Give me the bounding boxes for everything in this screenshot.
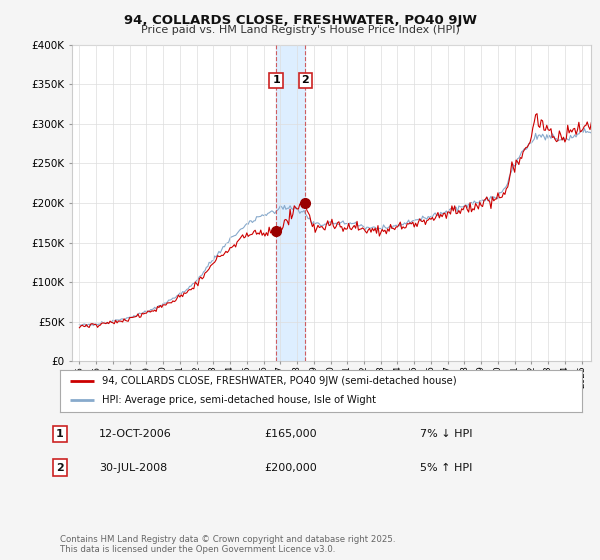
Text: Price paid vs. HM Land Registry's House Price Index (HPI): Price paid vs. HM Land Registry's House … (140, 25, 460, 35)
Text: 2: 2 (56, 463, 64, 473)
Text: 1: 1 (272, 76, 280, 85)
Text: 1: 1 (56, 429, 64, 439)
Text: 94, COLLARDS CLOSE, FRESHWATER, PO40 9JW: 94, COLLARDS CLOSE, FRESHWATER, PO40 9JW (124, 14, 476, 27)
Text: 12-OCT-2006: 12-OCT-2006 (99, 429, 172, 439)
Text: 7% ↓ HPI: 7% ↓ HPI (420, 429, 473, 439)
Text: HPI: Average price, semi-detached house, Isle of Wight: HPI: Average price, semi-detached house,… (102, 395, 376, 405)
Text: 5% ↑ HPI: 5% ↑ HPI (420, 463, 472, 473)
Bar (276, 45, 305, 361)
Text: 2: 2 (302, 76, 309, 85)
Text: Contains HM Land Registry data © Crown copyright and database right 2025.
This d: Contains HM Land Registry data © Crown c… (60, 535, 395, 554)
Text: £200,000: £200,000 (264, 463, 317, 473)
Text: 94, COLLARDS CLOSE, FRESHWATER, PO40 9JW (semi-detached house): 94, COLLARDS CLOSE, FRESHWATER, PO40 9JW… (102, 376, 457, 386)
Text: 30-JUL-2008: 30-JUL-2008 (99, 463, 167, 473)
Text: £165,000: £165,000 (264, 429, 317, 439)
